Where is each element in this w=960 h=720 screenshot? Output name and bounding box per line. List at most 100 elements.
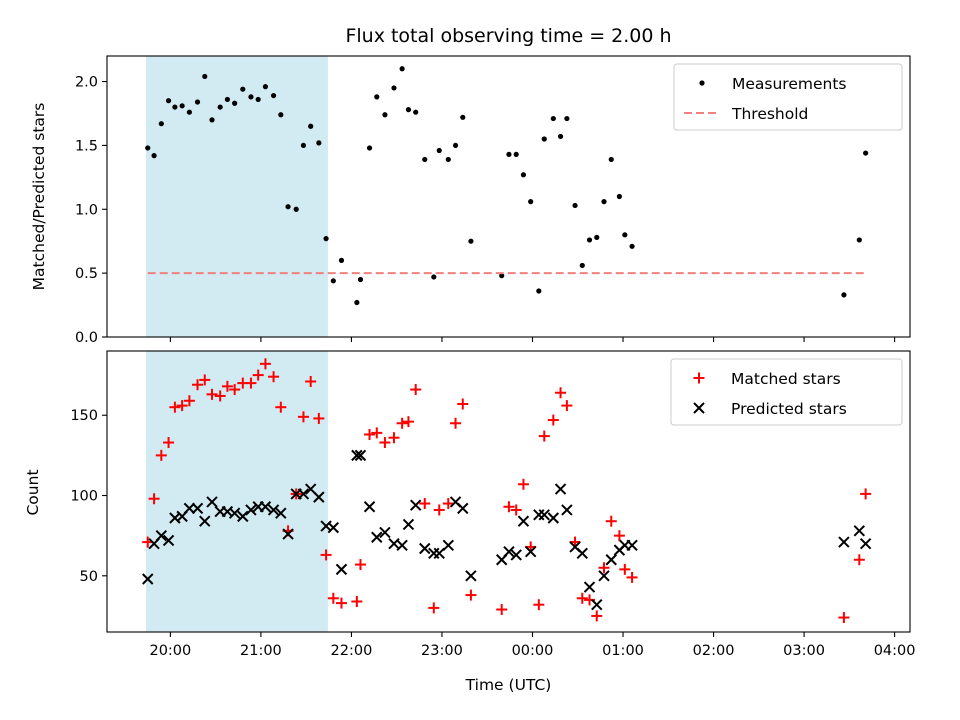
measurement-point-shape xyxy=(323,236,329,242)
predicted-point-b xyxy=(351,449,363,462)
measurement-point-shape xyxy=(316,140,322,146)
predicted-point-b xyxy=(503,546,515,558)
measurement-point-shape xyxy=(405,107,412,113)
legend-box xyxy=(670,358,903,426)
measurement-point xyxy=(499,273,505,279)
predicted-point xyxy=(237,510,249,523)
measurement-point-shape xyxy=(422,156,428,163)
measurement-point xyxy=(255,96,261,103)
predicted-point xyxy=(142,573,154,585)
measurement-point-shape xyxy=(255,96,261,103)
measurement-point xyxy=(431,274,437,280)
matched-point xyxy=(259,358,271,370)
measurement-point-shape xyxy=(151,153,157,159)
measurement-point-shape xyxy=(217,104,223,110)
measurement-point-shape xyxy=(572,202,578,209)
measurement-point-shape xyxy=(601,199,607,205)
measurement-point xyxy=(374,94,380,100)
measurement-point xyxy=(572,202,578,209)
measurement-point xyxy=(186,109,192,115)
y-tick-label: 0.0 xyxy=(75,330,98,346)
legend-predicted-swatch-b xyxy=(693,402,705,414)
measurement-point xyxy=(179,103,185,109)
matched-point xyxy=(465,589,477,601)
predicted-point xyxy=(162,534,175,547)
measurement-point-shape xyxy=(240,86,246,92)
matched-stars-series xyxy=(142,358,872,624)
measurement-point-shape xyxy=(158,121,164,127)
measurement-point-shape xyxy=(541,136,547,142)
predicted-point-b xyxy=(547,512,560,524)
predicted-point-b xyxy=(583,581,596,593)
measurement-point xyxy=(158,121,164,127)
matched-point xyxy=(561,400,573,412)
measurement-point xyxy=(270,92,277,99)
predicted-point-b xyxy=(297,488,310,500)
measurement-point xyxy=(445,156,451,163)
measurement-point-shape xyxy=(528,199,534,205)
matched-point xyxy=(402,416,414,428)
measurement-point xyxy=(202,73,208,80)
x-tick-label: 23:00 xyxy=(421,643,463,659)
measurement-point xyxy=(579,262,585,269)
predicted-point-b xyxy=(363,501,376,513)
measurement-point-shape xyxy=(506,151,512,157)
predicted-point-b xyxy=(409,499,422,511)
predicted-point-b xyxy=(569,541,581,553)
matched-point xyxy=(591,610,603,622)
predicted-point-b xyxy=(838,536,850,548)
y-tick-label: 2.0 xyxy=(75,75,98,91)
x-tick-label: 00:00 xyxy=(512,643,554,659)
measurement-point xyxy=(151,153,157,159)
measurement-point-shape xyxy=(172,104,178,110)
measurement-point-shape xyxy=(616,193,622,200)
measurement-point xyxy=(194,99,201,105)
matched-point xyxy=(320,549,332,561)
predicted-point xyxy=(838,536,850,548)
measurement-point-shape xyxy=(262,84,269,90)
predicted-point xyxy=(371,531,383,543)
predicted-point-b xyxy=(442,539,455,551)
measurement-point xyxy=(382,112,388,118)
measurement-point-shape xyxy=(270,92,277,99)
matched-point xyxy=(503,501,515,513)
measurement-point-shape xyxy=(513,151,519,157)
matched-point xyxy=(313,412,325,424)
legend-measurement-swatch-shape xyxy=(699,80,705,86)
measurement-point xyxy=(550,115,556,122)
matched-point xyxy=(450,417,462,429)
matched-point xyxy=(206,388,218,400)
chart-title: Flux total observing time = 2.00 h xyxy=(345,25,671,47)
predicted-point xyxy=(605,554,617,566)
x-tick-label: 03:00 xyxy=(783,643,825,659)
measurement-point xyxy=(856,237,862,243)
measurement-point-shape xyxy=(194,99,201,105)
predicted-point-b xyxy=(379,526,391,539)
measurement-point xyxy=(232,100,238,106)
predicted-point xyxy=(183,502,196,515)
measurement-point xyxy=(224,96,231,103)
measurement-point-shape xyxy=(413,109,419,115)
predicted-point xyxy=(433,547,445,560)
measurement-point xyxy=(468,238,474,244)
matched-point xyxy=(496,604,508,616)
measurement-point xyxy=(541,136,547,142)
predicted-point xyxy=(363,501,376,513)
measurement-point-shape xyxy=(338,257,345,263)
matched-point xyxy=(214,390,226,402)
predicted-point xyxy=(428,547,440,560)
x-tick-label: 20:00 xyxy=(149,643,191,659)
measurement-point xyxy=(841,292,847,298)
measurement-point-shape xyxy=(841,292,847,298)
predicted-point xyxy=(191,502,204,515)
predicted-point xyxy=(379,526,391,539)
measurement-point-shape xyxy=(436,147,442,154)
matched-point xyxy=(245,377,257,389)
x-tick-label: 04:00 xyxy=(874,643,916,659)
predicted-point xyxy=(554,483,567,495)
matched-point xyxy=(199,374,211,386)
matched-point xyxy=(354,559,366,571)
measurement-point xyxy=(557,133,564,140)
measurement-point-shape xyxy=(293,206,299,212)
measurement-point xyxy=(528,199,534,205)
